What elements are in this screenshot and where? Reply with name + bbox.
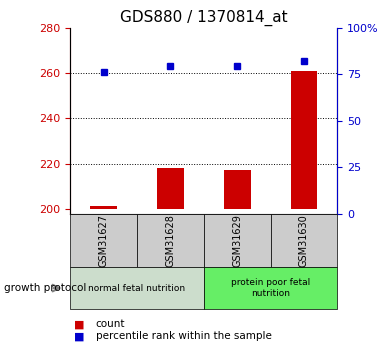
Text: count: count [96,319,125,329]
Text: GSM31627: GSM31627 [99,214,108,267]
Text: protein poor fetal
nutrition: protein poor fetal nutrition [231,278,310,298]
Text: growth protocol: growth protocol [4,283,86,293]
Text: ■: ■ [74,332,85,341]
Bar [291,71,317,209]
Title: GDS880 / 1370814_at: GDS880 / 1370814_at [120,10,287,26]
Bar [90,206,117,209]
Text: normal fetal nutrition: normal fetal nutrition [89,284,186,293]
Bar [224,170,250,209]
Bar [157,168,184,209]
Text: GSM31628: GSM31628 [165,214,176,267]
Text: ■: ■ [74,319,85,329]
Text: percentile rank within the sample: percentile rank within the sample [96,332,271,341]
Text: GSM31630: GSM31630 [299,214,309,267]
Text: GSM31629: GSM31629 [232,214,242,267]
